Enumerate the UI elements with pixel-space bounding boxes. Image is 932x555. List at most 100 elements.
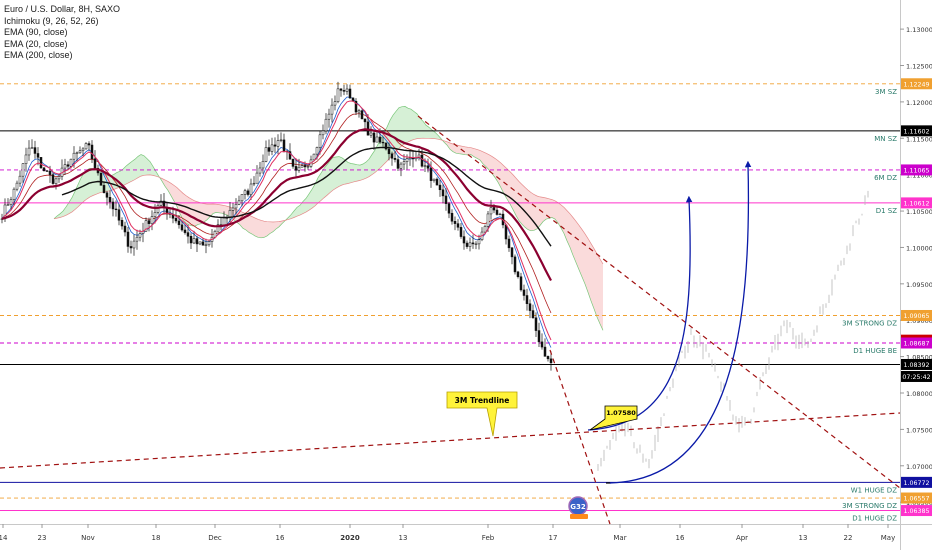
cloud-segment <box>552 199 555 220</box>
cloud-segment <box>486 153 489 170</box>
cloud-segment <box>396 107 399 152</box>
candle-body <box>360 110 364 120</box>
price-tag-label: 1.11602 <box>903 128 929 135</box>
candle-body <box>315 147 319 155</box>
cloud-segment <box>270 221 273 234</box>
logo-text: G32 <box>570 503 586 511</box>
cloud-segment <box>267 221 270 236</box>
candle-body <box>126 231 130 247</box>
cloud-segment <box>408 108 411 143</box>
y-tick-label: 1.07000 <box>906 463 932 471</box>
cloud-segment <box>123 166 126 186</box>
candle-body <box>246 190 250 195</box>
candle-body <box>78 150 82 154</box>
indicator-ichimoku: Ichimoku (9, 26, 52, 26) <box>4 15 99 26</box>
cloud-segment <box>147 158 150 175</box>
cloud-segment <box>279 221 282 227</box>
price-tag-label: 1.06385 <box>903 508 929 515</box>
candle-body <box>138 233 142 238</box>
cloud-segment <box>141 154 144 177</box>
candle-body <box>453 221 457 224</box>
trendline-descending <box>417 115 901 489</box>
candle-body <box>36 153 40 158</box>
countdown-label: 07:25:42 <box>902 374 930 381</box>
candle-body <box>306 166 310 168</box>
cloud-segment <box>357 164 360 182</box>
y-tick-label: 1.08000 <box>906 390 932 398</box>
candle-body <box>426 165 430 169</box>
cloud-segment <box>564 207 567 241</box>
trendline-3m <box>0 412 901 469</box>
level-label: 3M SZ <box>875 88 897 96</box>
candle-body <box>354 101 358 113</box>
candle-body <box>201 241 205 246</box>
y-tick-label: 1.09000 <box>906 317 932 325</box>
cloud-segment <box>510 171 513 210</box>
candle-body <box>33 147 37 154</box>
cloud-segment <box>315 177 318 206</box>
cloud-segment <box>585 233 588 293</box>
candle-body <box>153 212 157 217</box>
candle-body <box>84 143 88 150</box>
cloud-segment <box>522 184 525 228</box>
cloud-segment <box>375 144 378 173</box>
cloud-segment <box>57 213 60 219</box>
candle-body <box>21 163 25 177</box>
level-label: W1 HUGE DZ <box>851 486 897 494</box>
candle-body <box>66 164 70 167</box>
candle-body <box>150 216 154 224</box>
cloud-segment <box>81 172 84 204</box>
candle-body <box>420 154 424 167</box>
candle-body <box>492 207 496 211</box>
candle-body <box>261 161 265 169</box>
candle-body <box>54 178 58 184</box>
cloud-segment <box>246 213 249 233</box>
cloud-segment <box>363 162 366 180</box>
candle-body <box>180 224 184 231</box>
cloud-segment <box>153 166 156 177</box>
cloud-segment <box>168 181 171 196</box>
cloud-segment <box>411 109 414 141</box>
cloud-segment <box>348 162 351 184</box>
candle-body <box>99 172 103 186</box>
cloud-segment <box>414 111 417 140</box>
candle-body <box>540 341 544 348</box>
candle-body <box>45 170 49 172</box>
cloud-segment <box>189 197 192 226</box>
cloud-segment <box>126 163 129 185</box>
candle-body <box>120 220 124 227</box>
cloud-segment <box>507 168 510 204</box>
candle-body <box>372 132 376 143</box>
candle-body <box>363 118 367 123</box>
candle-body <box>516 271 520 277</box>
candle-body <box>495 209 499 215</box>
cloud-segment <box>321 168 324 201</box>
brand-logo: G32 <box>568 496 588 519</box>
candle-body <box>273 144 277 147</box>
cloud-segment <box>312 184 315 209</box>
cloud-segment <box>399 106 402 149</box>
candle-body <box>345 88 349 92</box>
x-tick-label: Nov <box>81 534 95 542</box>
cloud-segment <box>513 174 516 216</box>
y-tick-label: 1.08500 <box>906 354 932 362</box>
candle-body <box>264 147 268 162</box>
cloud-segment <box>198 201 201 225</box>
cloud-segment <box>495 158 498 183</box>
candle-body <box>12 188 16 200</box>
candle-body <box>144 220 148 232</box>
candle-body <box>390 153 394 159</box>
y-tick-label: 1.11000 <box>906 172 932 180</box>
candle-body <box>108 197 112 203</box>
price-tag-label: 1.06557 <box>903 496 929 503</box>
candle-body <box>402 161 406 165</box>
ema-20-line <box>1 100 552 341</box>
cloud-segment <box>594 248 597 317</box>
cloud-segment <box>474 148 477 159</box>
cloud-segment <box>300 201 303 216</box>
cloud-segment <box>261 220 264 238</box>
candle-body <box>432 178 436 181</box>
cloud-segment <box>162 178 165 187</box>
